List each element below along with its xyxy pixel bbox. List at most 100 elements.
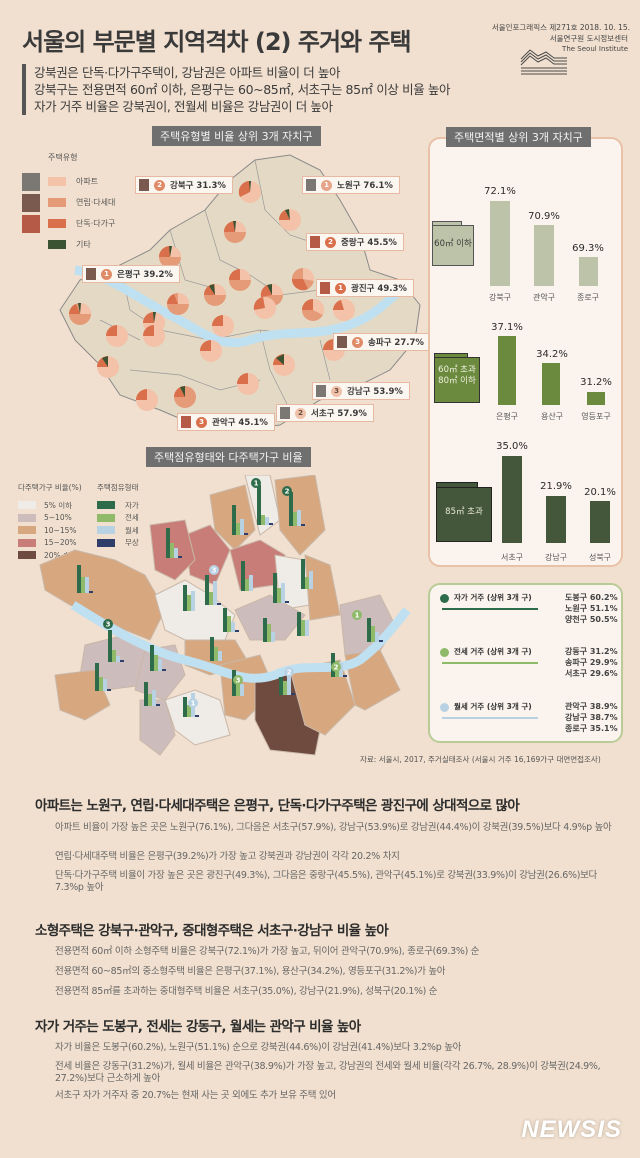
svg-text:3: 3 — [106, 621, 111, 629]
bar-category: 영등포구 — [581, 412, 611, 421]
callout-text: 노원구 76.1% — [337, 181, 393, 191]
bar-category: 성북구 — [588, 553, 612, 562]
rank-badge: 2 — [325, 236, 336, 248]
floorplan-label: 60㎡ 이하 — [434, 239, 472, 249]
legend-swatch — [18, 526, 36, 535]
callout-seocho: 2 서초구 57.9% — [276, 404, 374, 422]
summary-block: 강북권은 단독·다가구주택이, 강남권은 아파트 비율이 더 높아 강북구는 전… — [22, 64, 450, 115]
bar-yeongdeungpo — [587, 392, 605, 405]
section-paragraph: 단독·다가구주택 비율이 가장 높은 곳은 광진구(49.3%), 그다음은 중… — [55, 870, 597, 893]
legend-label: 자가 — [125, 500, 139, 510]
callout-text: 관악구 45.1% — [212, 418, 268, 428]
svg-text:1: 1 — [254, 480, 259, 488]
publisher-english: The Seoul Institute — [562, 45, 628, 53]
rank-markers: 1 2 3 1 2 3 1 2 3 — [103, 478, 362, 708]
section-paragraph: 아파트 비율이 가장 높은 곳은 노원구(76.1%), 그다음은 서초구(57… — [55, 822, 612, 833]
map2-label: 주택점유형태와 다주택가구 비율 — [146, 447, 311, 467]
svg-text:1: 1 — [355, 612, 360, 620]
legend-label: 전세 — [125, 513, 139, 523]
bar-jongno — [579, 257, 598, 286]
section-paragraph: 전용면적 60~85㎡의 중소형주택 비율은 은평구(37.1%), 용산구(3… — [55, 966, 446, 977]
svg-text:2: 2 — [334, 664, 339, 672]
legend-item-detached: 단독·다가구 — [22, 213, 115, 234]
section-heading: 아파트는 노원구, 연립·다세대주택은 은평구, 단독·다가구주택은 광진구에 … — [35, 798, 520, 814]
callout-text: 은평구 39.2% — [117, 270, 173, 280]
callout-jungnang: 2 중랑구 45.5% — [306, 233, 404, 251]
tenure-value: 양천구 50.5% — [565, 615, 618, 624]
callout-text: 광진구 49.3% — [351, 284, 407, 294]
svg-text:3: 3 — [212, 567, 217, 575]
callout-gangbuk: 2 강북구 31.3% — [135, 176, 233, 194]
legend-item: 20% 초과 — [18, 549, 82, 562]
bar-yongsan — [542, 363, 560, 405]
section-paragraph: 서초구 자가 거주자 중 20.7%는 현재 사는 곳 외에도 추가 보유 주택… — [55, 1090, 336, 1101]
divider — [442, 662, 538, 664]
area-panel-label: 주택면적별 상위 3개 자치구 — [446, 127, 591, 147]
bar-value: 20.1% — [584, 487, 616, 498]
apartment-building-icon — [280, 407, 290, 419]
rank-badge: 3 — [196, 416, 207, 428]
bar-category: 은평구 — [495, 412, 519, 421]
legend-item-rowhouse: 연립·다세대 — [22, 192, 115, 213]
section-paragraph: 연립·다세대주택 비율은 은평구(39.2%)가 가장 높고 강북권과 강남권이… — [55, 851, 400, 862]
tenure-value: 종로구 35.1% — [565, 724, 618, 733]
detached-house-icon — [22, 214, 40, 233]
legend-title: 주택유형 — [48, 153, 78, 162]
legend-item: 전세 — [97, 512, 139, 525]
legend-swatch — [97, 501, 115, 510]
bar-category: 용산구 — [540, 412, 564, 421]
issue-line: 서울인포그래픽스 제271호 2018. 10. 15. — [491, 23, 630, 32]
legend-label: 무상 — [125, 538, 139, 548]
section-heading: 자가 거주는 도봉구, 전세는 강동구, 월세는 관악구 비율 높아 — [35, 1019, 361, 1035]
tenure-value: 송파구 29.9% — [565, 658, 618, 667]
legend-swatch — [48, 240, 66, 249]
legend-label: 단독·다가구 — [76, 219, 116, 228]
rank-badge: 1 — [321, 179, 332, 191]
legend-item: 10~15% — [18, 524, 82, 537]
multi-home-legend: 다주택가구 비율(%) 5% 이하 5~10% 10~15% 15~20% 20… — [18, 482, 82, 562]
rank-badge: 1 — [101, 268, 112, 280]
bar-value: 34.2% — [536, 349, 568, 360]
callout-gwangjin: 1 광진구 49.3% — [316, 279, 414, 297]
legend-swatch — [18, 501, 36, 510]
rowhouse-building-icon — [139, 179, 149, 191]
summary-line: 강북권은 단독·다가구주택이, 강남권은 아파트 비율이 더 높아 — [34, 65, 341, 80]
housing-type-map — [59, 154, 421, 431]
svg-text:2: 2 — [285, 488, 290, 496]
legend-item: 5% 이하 — [18, 499, 82, 512]
tenure-values: 강동구 31.2% 송파구 29.9% 서초구 29.6% — [565, 646, 618, 679]
floorplan-label-1: 60㎡ 초과 — [438, 365, 476, 375]
callout-gangnam: 3 강남구 53.9% — [312, 382, 410, 400]
tenure-value: 노원구 51.1% — [565, 604, 618, 613]
tenure-label: 전세 거주 (상위 3개 구) — [454, 647, 532, 656]
tenure-value: 강동구 31.2% — [565, 647, 618, 656]
legend-item: 15~20% — [18, 537, 82, 550]
seoul-institute-logo-icon — [520, 49, 567, 75]
callout-text: 중랑구 45.5% — [341, 238, 397, 248]
legend-label: 10~15% — [44, 525, 77, 535]
section-paragraph: 자가 비율은 도봉구(60.2%), 노원구(51.1%) 순으로 강북권(44… — [55, 1042, 462, 1053]
legend-item-other: 기타 — [22, 234, 115, 255]
bar-seongbuk — [590, 501, 610, 543]
map1-label: 주택유형별 비율 상위 3개 자치구 — [152, 126, 321, 146]
floorplan-label: 85㎡ 초과 — [445, 507, 483, 517]
bar-seocho — [502, 456, 522, 543]
bar-gangbuk — [490, 201, 510, 286]
housing-type-legend: 주택유형 아파트 연립·다세대 단독·다가구 기타 — [22, 152, 115, 255]
floorplan-large-icon: 85㎡ 초과 — [436, 482, 492, 542]
legend-label: 5~10% — [44, 513, 72, 523]
legend-swatch — [48, 219, 66, 228]
detached-house-icon — [181, 416, 191, 428]
tenure-value: 도봉구 60.2% — [565, 593, 618, 602]
tenure-label: 월세 거주 (상위 3개 구) — [454, 702, 532, 711]
tenure-top3-panel: 자가 거주 (상위 3개 구) 도봉구 60.2% 노원구 51.1% 양천구 … — [428, 583, 623, 743]
page-title: 서울의 부문별 지역격차 (2) 주거와 주택 — [22, 28, 412, 56]
tenure-values: 도봉구 60.2% 노원구 51.1% 양천구 50.5% — [565, 592, 618, 625]
rowhouse-building-icon — [337, 336, 347, 348]
svg-text:1: 1 — [191, 700, 196, 708]
callout-eunpyeong: 1 은평구 39.2% — [82, 265, 180, 283]
rowhouse-building-icon — [22, 193, 40, 212]
apartment-building-icon — [22, 172, 40, 191]
legend-title: 다주택가구 비율(%) — [18, 483, 82, 492]
legend-title: 주택점유형태 — [97, 483, 139, 492]
